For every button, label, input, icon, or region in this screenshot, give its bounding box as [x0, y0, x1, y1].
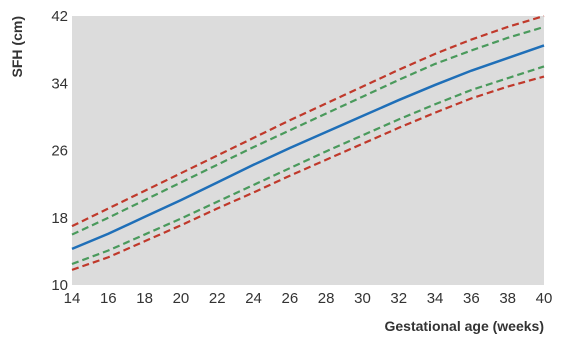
x-tick-label: 40 — [536, 290, 553, 307]
x-axis-label: Gestational age (weeks) — [384, 318, 544, 334]
y-tick-label: 42 — [51, 8, 68, 25]
x-tick-label: 18 — [136, 290, 153, 307]
series-line-5 — [71, 75, 545, 271]
series-line-4 — [71, 65, 545, 266]
x-tick-label: 14 — [64, 290, 81, 307]
y-tick-label: 26 — [51, 143, 68, 160]
series-line-3 — [71, 44, 545, 251]
plot-area — [72, 16, 544, 285]
x-tick-label: 16 — [100, 290, 117, 307]
x-tick-label: 24 — [245, 290, 262, 307]
x-tick-labels: 14 16 18 20 22 24 26 28 30 32 34 36 38 40 — [64, 290, 553, 307]
y-tick-label: 34 — [51, 75, 68, 92]
x-tick-label: 38 — [499, 290, 516, 307]
x-tick-label: 36 — [463, 290, 480, 307]
x-tick-label: 22 — [209, 290, 226, 307]
x-tick-label: 32 — [390, 290, 407, 307]
x-tick-label: 20 — [173, 290, 190, 307]
series-line-2 — [71, 25, 545, 236]
x-tick-label: 30 — [354, 290, 371, 307]
x-tick-label: 26 — [282, 290, 299, 307]
x-tick-label: 34 — [427, 290, 444, 307]
y-tick-label: 18 — [51, 210, 68, 227]
series-lines — [71, 14, 545, 271]
x-tick-label: 28 — [318, 290, 335, 307]
y-tick-labels: 10 18 26 34 42 — [51, 8, 68, 294]
y-tick-label: 10 — [51, 277, 68, 294]
series-line-1 — [71, 14, 545, 228]
y-axis-label: SFH (cm) — [9, 16, 25, 77]
